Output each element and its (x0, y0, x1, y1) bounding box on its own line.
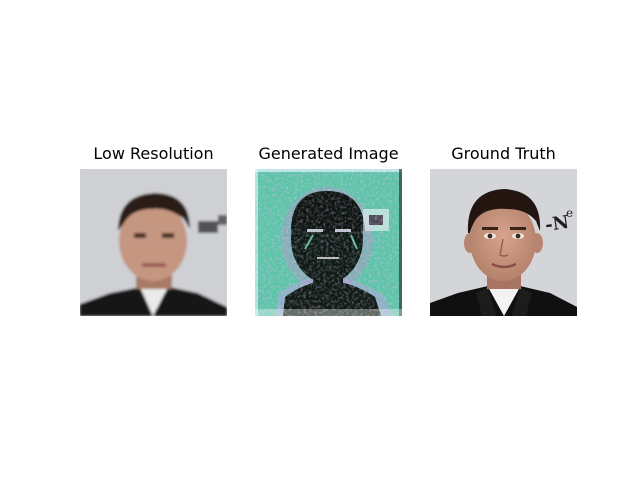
panel-title-low-resolution: Low Resolution (60, 142, 247, 166)
ground-truth-image: -N e (430, 169, 577, 316)
svg-text:e: e (566, 206, 573, 220)
panel-title-generated-image: Generated Image (235, 142, 422, 166)
low-resolution-image (80, 169, 227, 316)
panel-title-ground-truth: Ground Truth (410, 142, 597, 166)
generated-image (255, 169, 402, 316)
